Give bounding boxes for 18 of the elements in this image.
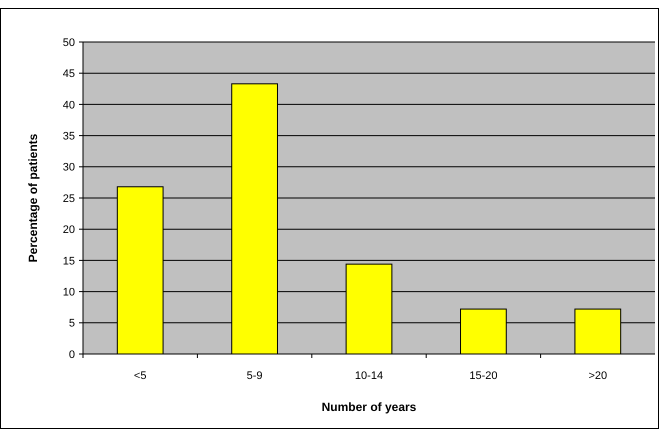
y-tick-label: 30 [62,162,75,174]
y-tick-label: 50 [62,36,75,49]
y-tick-label: 40 [62,99,75,112]
x-tick-label: >20 [588,370,608,382]
y-tick-label: 45 [62,68,75,80]
y-tick-label: 35 [62,130,75,142]
y-axis-title: Percentage of patients [26,133,40,262]
x-tick-label: 15-20 [469,370,498,382]
y-tick-label: 15 [62,255,75,268]
x-axis-title: Number of years [322,400,417,414]
y-tick-label: 25 [62,192,75,205]
y-tick-label: 5 [68,318,75,330]
y-tick-label: 10 [62,286,75,298]
x-tick-label: 5-9 [246,370,263,382]
y-tick-label: 0 [68,348,75,361]
x-tick-label: 10-14 [354,370,384,382]
x-tick-label: <5 [134,370,146,382]
y-tick-label: 20 [62,224,75,236]
